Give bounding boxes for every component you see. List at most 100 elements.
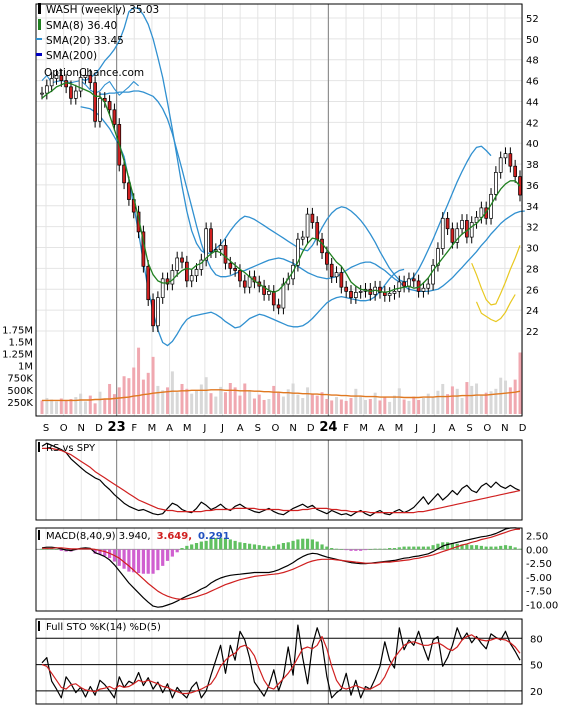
candle-body xyxy=(402,281,406,287)
macd-histogram-bar xyxy=(291,540,295,550)
volume-bar xyxy=(50,399,54,414)
panel-frame xyxy=(35,439,523,521)
rs-legend: RS vs SPY xyxy=(38,442,96,454)
month-tick-label: A xyxy=(449,423,456,434)
sto-legend: Full STO %K(14) %D(5) xyxy=(38,621,161,633)
volume-bar xyxy=(508,387,512,414)
candle-body xyxy=(189,275,194,282)
macd-histogram-bar xyxy=(503,545,508,550)
volume-tick-label: 750K xyxy=(7,374,33,385)
volume-bar xyxy=(402,399,406,414)
volume-bar xyxy=(441,383,445,414)
candle-body xyxy=(223,245,228,264)
macd-histogram-bar xyxy=(450,543,455,550)
candle-body xyxy=(445,217,450,230)
volume-bar xyxy=(504,380,508,414)
candle-body xyxy=(267,291,271,295)
panel-frame xyxy=(35,527,523,612)
macd-histogram-bar xyxy=(272,545,276,550)
candle-body xyxy=(146,265,151,301)
sto-series-0 xyxy=(41,624,521,699)
candle-body xyxy=(209,228,213,253)
month-tick-label: J xyxy=(220,423,224,434)
volume-bar xyxy=(233,387,237,414)
volume-bar xyxy=(431,397,435,414)
macd-histogram-bar xyxy=(228,539,232,550)
volume-bar xyxy=(180,383,184,414)
price-title: WASH (weekly) 35.03 xyxy=(46,4,159,16)
sma20-line xyxy=(99,90,525,293)
macd-histogram-bar xyxy=(40,548,44,550)
macd-tick-label: 0.00 xyxy=(526,545,548,556)
month-tick-label: J xyxy=(432,423,436,434)
price-tick-label: 28 xyxy=(526,264,539,275)
month-tick-label: O xyxy=(483,423,491,434)
volume-bar xyxy=(69,398,73,414)
sma200-crossover-line xyxy=(471,245,521,306)
volume-bar xyxy=(465,382,469,414)
volume-bar xyxy=(363,399,367,414)
macd-histogram-bar xyxy=(320,544,324,550)
volume-average-line xyxy=(42,389,521,402)
candle-body xyxy=(329,263,334,278)
volume-bar xyxy=(412,396,416,414)
macd-histogram-bar xyxy=(494,546,498,550)
volume-bar xyxy=(330,400,334,414)
macd-histogram-bar xyxy=(426,546,430,550)
volume-bar xyxy=(214,396,218,414)
volume-tick-label: 1.5M xyxy=(8,337,33,348)
macd-histogram-bar xyxy=(223,538,228,550)
macd-histogram-bar xyxy=(146,549,150,574)
price-tick-label: 24 xyxy=(526,306,539,317)
rs-title: RS vs SPY xyxy=(46,443,96,454)
price-tick-label: 42 xyxy=(526,118,539,129)
price-tick-label: 26 xyxy=(526,285,539,296)
month-tick-label: O xyxy=(60,423,68,434)
macd-histogram-bar xyxy=(199,541,203,550)
volume-bar xyxy=(378,400,382,414)
macd-histogram-bar xyxy=(175,549,179,553)
candle-body xyxy=(233,268,237,271)
macd-histogram-bar xyxy=(445,542,450,550)
macd-histogram-bar xyxy=(378,548,382,550)
macd-histogram-bar xyxy=(156,549,160,571)
volume-bar xyxy=(315,395,319,414)
volume-bar xyxy=(354,388,358,414)
volume-bar xyxy=(54,401,58,414)
month-tick-label: D xyxy=(95,423,103,434)
price-tick-label: 34 xyxy=(526,202,539,213)
volume-bar xyxy=(79,393,83,414)
macd-histogram-bar xyxy=(499,545,503,550)
sto-series-1 xyxy=(41,634,521,695)
candle-body xyxy=(310,213,315,223)
candle-body xyxy=(180,257,184,263)
macd-histogram-bar xyxy=(262,545,266,550)
candle-body xyxy=(175,257,180,271)
macd-histogram-bar xyxy=(190,544,194,550)
macd-histogram-bar xyxy=(407,546,411,550)
legend-sma8: SMA(8) 36.40 xyxy=(46,20,117,32)
macd-histogram-bar xyxy=(98,549,102,555)
candle-body xyxy=(411,278,416,282)
candle-body xyxy=(479,207,484,218)
macd-tick-label: -2.50 xyxy=(526,559,552,570)
volume-bar xyxy=(112,394,116,414)
month-tick-label: F xyxy=(131,423,137,434)
candle-body xyxy=(228,262,233,269)
candle-body xyxy=(436,248,440,266)
month-tick-label: S xyxy=(255,423,261,434)
volume-bar xyxy=(141,379,145,414)
macd-histogram-bar xyxy=(344,549,348,551)
volume-bar xyxy=(392,395,396,414)
volume-bar xyxy=(161,390,165,414)
candle-body xyxy=(98,97,102,122)
volume-bar xyxy=(204,377,208,414)
macd-histogram-bar xyxy=(392,548,397,550)
macd-histogram-bar xyxy=(54,549,59,550)
volume-bar xyxy=(460,398,464,414)
macd-histogram-bar xyxy=(161,549,165,566)
macd-histogram-bar xyxy=(141,549,145,574)
volume-bar xyxy=(132,367,136,414)
volume-bar xyxy=(494,388,498,414)
